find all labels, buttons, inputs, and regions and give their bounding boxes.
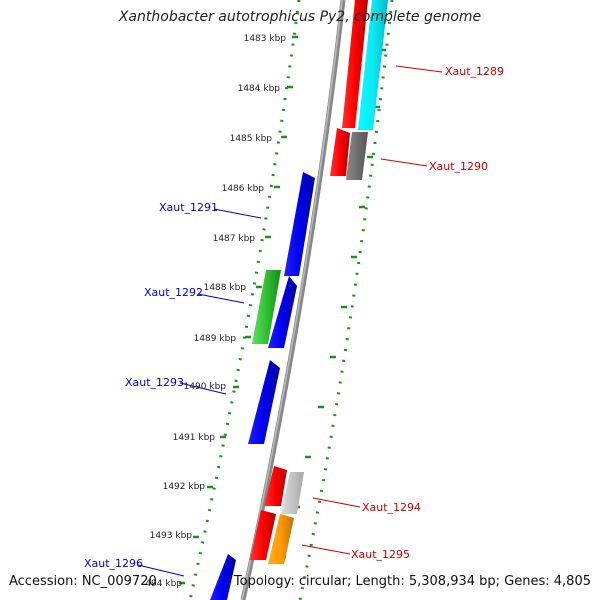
tick-label-1488: 1488 kbp — [204, 283, 247, 293]
tick-label-1490: 1490 kbp — [184, 382, 227, 392]
tick-label-1486: 1486 kbp — [222, 184, 265, 194]
tick-label-1487: 1487 kbp — [213, 234, 256, 244]
gene-feature-xaut-1294[interactable] — [264, 466, 287, 506]
genome-title: Xanthobacter autotrophicus Py2, complete… — [118, 9, 482, 25]
gene-feature-xaut-1292[interactable] — [252, 270, 281, 344]
tick-label-1492: 1492 kbp — [163, 482, 206, 492]
accession-label: Accession: NC_009720 — [9, 574, 157, 589]
gene-label-xaut-1290[interactable]: Xaut_1290 — [429, 160, 488, 173]
gene-label-xaut-1296[interactable]: Xaut_1296 — [84, 557, 143, 570]
tick-label-1493: 1493 kbp — [150, 531, 193, 541]
leader-lines — [137, 65, 443, 577]
gene-label-xaut-1293[interactable]: Xaut_1293 — [125, 376, 184, 389]
gene-feature-xaut-1291[interactable] — [284, 172, 315, 276]
tick-label-1491: 1491 kbp — [173, 433, 216, 443]
gene-label-xaut-1294[interactable]: Xaut_1294 — [362, 501, 421, 514]
gene-feature-xaut-1295-partner[interactable] — [268, 514, 294, 564]
tick-label-1485: 1485 kbp — [230, 134, 273, 144]
tick-label-1489: 1489 kbp — [194, 334, 237, 344]
gene-label-xaut-1291[interactable]: Xaut_1291 — [159, 201, 218, 214]
gene-feature-xaut-1294-partner[interactable] — [281, 472, 304, 514]
gene-label-xaut-1292[interactable]: Xaut_1292 — [144, 286, 203, 299]
gene-feature-xaut-1289-partner[interactable] — [358, 0, 388, 130]
gene-feature-xaut-1289[interactable] — [342, 0, 368, 128]
gene-feature-xaut-1290[interactable] — [330, 128, 350, 176]
outer-tick-ring — [188, 0, 301, 600]
gene-feature-xaut-1296[interactable] — [210, 554, 236, 600]
tick-label-1484: 1484 kbp — [238, 84, 281, 94]
tick-label-494: 494 kbp — [145, 579, 182, 589]
topology-label: Topology: circular; Length: 5,308,934 bp… — [233, 574, 591, 589]
gene-feature-xaut-1293[interactable] — [248, 360, 280, 444]
gene-label-xaut-1295[interactable]: Xaut_1295 — [351, 548, 410, 561]
gene-feature-xaut-1292-partner[interactable] — [268, 276, 297, 348]
gene-label-xaut-1289[interactable]: Xaut_1289 — [445, 65, 504, 78]
tick-label-1483: 1483 kbp — [244, 34, 287, 44]
gene-feature-xaut-1295[interactable] — [250, 510, 276, 560]
gene-feature-xaut-1290-partner[interactable] — [346, 132, 368, 180]
